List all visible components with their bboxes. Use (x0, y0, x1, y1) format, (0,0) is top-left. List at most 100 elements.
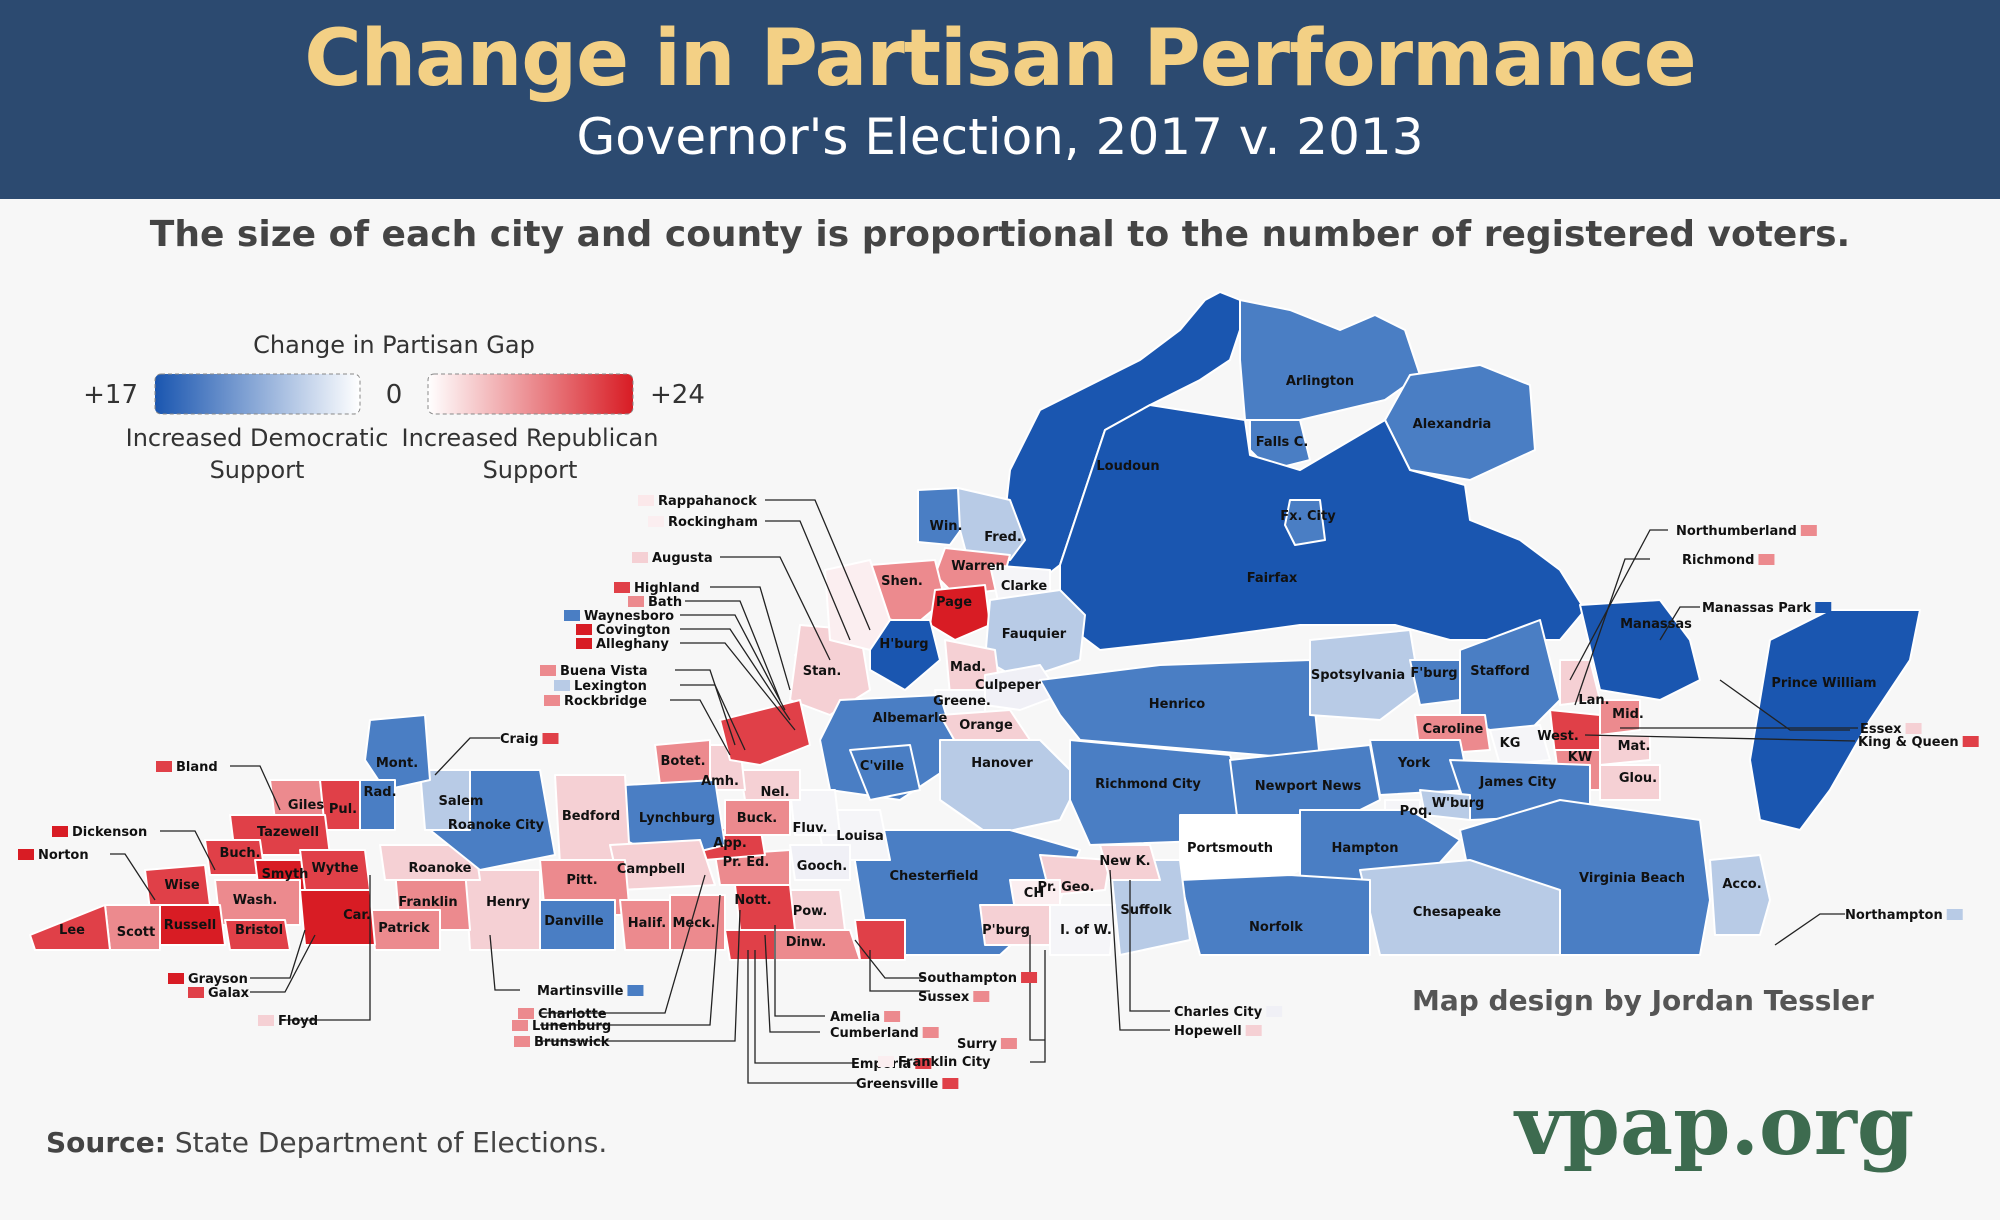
source-label: Source: (46, 1126, 166, 1159)
callout-label: Greensville (856, 1077, 939, 1092)
map-label-norfolk: Norfolk (1249, 920, 1303, 935)
callout-highland: Highland (614, 581, 700, 596)
legend-rep-label-1: Increased Republican (402, 424, 659, 452)
callout-swatch (1962, 736, 1979, 747)
map-label-p-burg: P'burg (982, 923, 1030, 938)
map-label-pr-ed: Pr. Ed. (723, 855, 770, 870)
map-label-wythe: Wythe (311, 861, 358, 876)
region-arlington (1239, 299, 1421, 421)
callout-label: Northampton (1845, 908, 1943, 923)
callout-floyd: Floyd (258, 1014, 318, 1029)
map-label-hanover: Hanover (971, 756, 1033, 771)
map-label-warren: Warren (951, 559, 1005, 574)
map-label-mid: Mid. (1612, 707, 1644, 722)
callout-swatch (258, 1015, 274, 1026)
callout-swatch (627, 985, 644, 996)
callout-label: Manassas Park (1702, 601, 1812, 616)
callout-richmond: Richmond (1682, 553, 1775, 568)
map-label-fx-city: Fx. City (1280, 509, 1336, 524)
callout-essex: Essex (1860, 722, 1922, 737)
map-label-meck: Meck. (672, 916, 715, 931)
callout-swatch (544, 695, 560, 706)
callout-swatch (942, 1078, 959, 1089)
map-description: The size of each city and county is prop… (149, 214, 1851, 255)
map-label-lynchburg: Lynchburg (639, 811, 715, 826)
map-label-prince-william: Prince William (1771, 676, 1876, 691)
callout-swatch (542, 733, 559, 744)
map-label-chesterfield: Chesterfield (889, 869, 978, 884)
callout-bland: Bland (156, 760, 218, 775)
map-label-amh: Amh. (701, 774, 739, 789)
map-label-scott: Scott (117, 925, 155, 940)
map-label-pow: Pow. (793, 904, 828, 919)
map-label-i-of-w: I. of W. (1060, 923, 1112, 938)
header-banner: Change in Partisan Performance Governor'… (0, 0, 2000, 199)
page-title: Change in Partisan Performance (304, 14, 1696, 104)
callout-label: Cumberland (830, 1026, 919, 1041)
region-lee (29, 904, 111, 951)
callout-swatch (915, 1058, 932, 1069)
map-label-henrico: Henrico (1149, 697, 1206, 712)
map-label-kg: KG (1500, 736, 1521, 751)
map-label-danville: Danville (544, 914, 604, 929)
callout-amelia: Amelia (830, 1010, 901, 1025)
callout-label: Bath (648, 595, 682, 610)
callout-swatch (156, 761, 172, 772)
map-label-win: Win. (930, 519, 963, 534)
map-label-pitt: Pitt. (566, 873, 597, 888)
map-label-albemarle: Albemarle (873, 711, 948, 726)
callout-norton: Norton (18, 848, 89, 863)
callout-label: Lexington (574, 679, 647, 694)
callout-label: Lunenburg (532, 1019, 611, 1034)
region-accomack (1709, 854, 1771, 936)
callout-swatch (576, 624, 592, 635)
map-label-richmond-city: Richmond City (1095, 777, 1201, 792)
callout-labels: Rappahanock Rockingham Augusta HighlandBath… (18, 494, 1979, 1092)
map-label-wash: Wash. (233, 893, 278, 908)
callout-label: Highland (634, 581, 700, 596)
region-page (929, 584, 991, 641)
region-salem (419, 769, 471, 831)
region-rockingham (824, 559, 891, 651)
callout-label: Essex (1860, 722, 1902, 737)
map-label-stafford: Stafford (1470, 664, 1530, 679)
map-label-fauquier: Fauquier (1002, 627, 1067, 642)
map-label-rad: Rad. (363, 785, 396, 800)
callout-augusta: Augusta (632, 551, 713, 566)
callout-swatch (576, 638, 592, 649)
map-label-lan: Lan. (1578, 693, 1609, 708)
map-label-alexandria: Alexandria (1413, 417, 1492, 432)
callout-swatch (638, 495, 654, 506)
map-label-james-city: James City (1479, 775, 1557, 790)
callout-label: Craig (500, 732, 539, 747)
map-label-roanoke: Roanoke (408, 861, 471, 876)
region-pulaski (319, 779, 361, 831)
callout-dickenson: Dickenson (52, 825, 147, 840)
map-credit: Map design by Jordan Tessler (1412, 984, 1874, 1017)
callout-label: King & Queen (1858, 735, 1959, 750)
source-text: State Department of Elections. (165, 1126, 608, 1159)
map-label-clarke: Clarke (1001, 579, 1047, 594)
map-label-henry: Henry (486, 895, 530, 910)
map-label-salem: Salem (439, 794, 484, 809)
callout-charlotte: Charlotte (518, 1007, 607, 1022)
map-label-buck: Buck. (737, 811, 777, 826)
legend-dem-label-1: Increased Democratic (126, 424, 389, 452)
callout-label: Norton (38, 848, 89, 863)
map-label-pul: Pul. (329, 802, 357, 817)
callout-label: Charlotte (538, 1007, 607, 1022)
callout-swatch (648, 516, 664, 527)
region-roanoke (379, 844, 481, 881)
callout-label: Grayson (188, 972, 248, 987)
map-label-arlington: Arlington (1286, 374, 1354, 389)
callout-craig: Craig (500, 732, 559, 747)
map-label-gooch: Gooch. (797, 859, 847, 874)
map-label-russell: Russell (164, 918, 216, 933)
map-label-page: Page (936, 595, 972, 610)
callout-label: Surry (957, 1037, 997, 1052)
map-label-tazewell: Tazewell (257, 825, 319, 840)
map-label-bristol: Bristol (235, 923, 283, 938)
callout-label: Charles City (1174, 1005, 1263, 1020)
callout-swatch (1021, 972, 1038, 983)
